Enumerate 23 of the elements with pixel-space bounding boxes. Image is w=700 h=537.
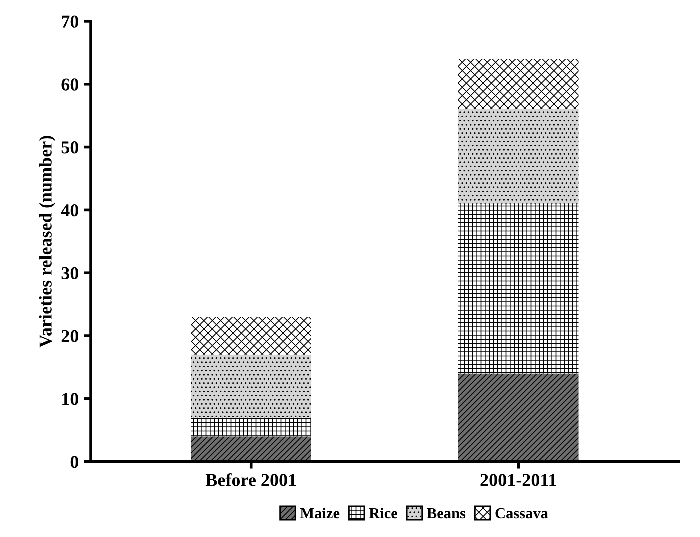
- y-tick-label: 60: [62, 78, 79, 91]
- bar: [458, 110, 579, 204]
- y-tick-label: 0: [70, 456, 79, 468]
- bar: [191, 354, 312, 418]
- bar: [458, 374, 579, 462]
- y-tick-label: 30: [62, 267, 79, 280]
- y-tick-label: 20: [62, 330, 79, 342]
- legend-label: Rice: [369, 508, 398, 519]
- y-tick-label: 50: [62, 142, 79, 154]
- bar: [458, 59, 579, 110]
- x-tick-label: 2001-2011: [480, 474, 556, 486]
- y-tick-label: 40: [61, 204, 79, 217]
- bar: [191, 418, 312, 437]
- legend-label: Maize: [300, 508, 340, 519]
- bar: [191, 317, 312, 355]
- bar: [191, 436, 312, 462]
- legend-label: Beans: [427, 508, 466, 519]
- y-tick-label: 70: [62, 16, 79, 28]
- x-tick-label: Before 2001: [206, 473, 296, 486]
- bar: [458, 204, 579, 374]
- legend-label: Cassava: [496, 508, 548, 519]
- y-tick-label: 10: [62, 393, 79, 406]
- y-axis-title: Varieties released (number): [39, 136, 56, 348]
